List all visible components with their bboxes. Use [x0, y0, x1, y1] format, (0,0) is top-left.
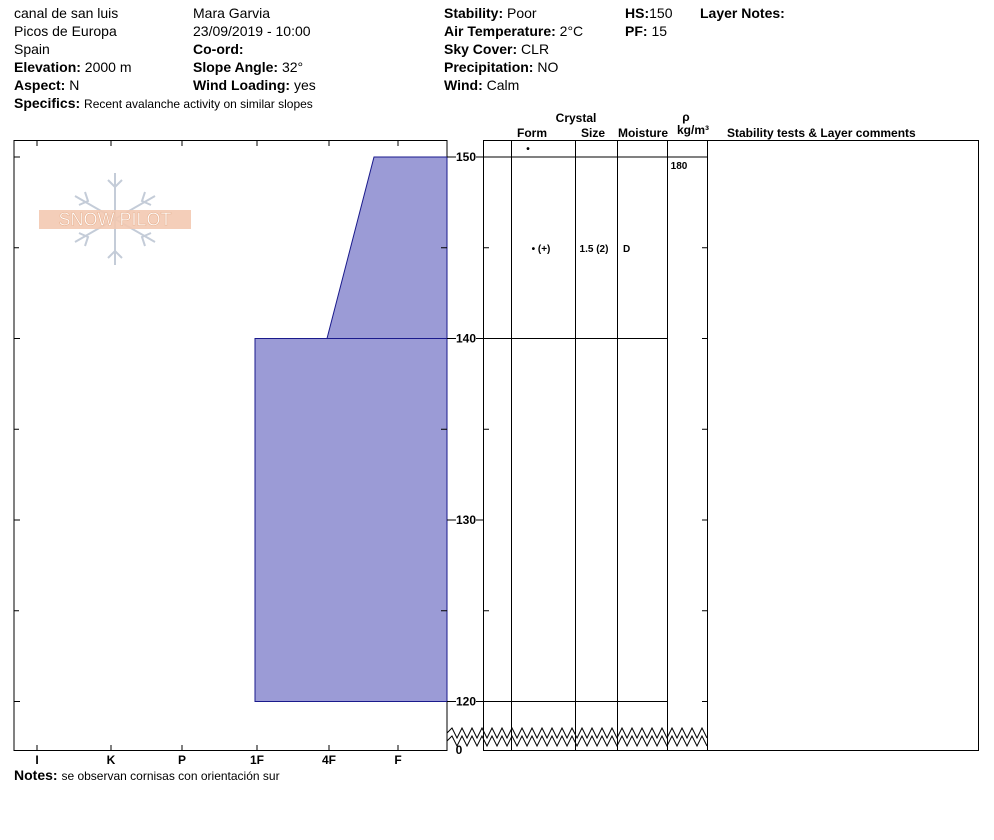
specifics-field: Specifics: Recent avalanche activity on …	[14, 94, 313, 113]
observation-datetime: 23/09/2019 - 10:00	[193, 23, 311, 39]
hardness-layer-1	[326, 156, 448, 339]
observer-name: Mara Garvia	[193, 5, 271, 21]
aspect-label: Aspect:	[14, 77, 66, 93]
hardness-axis: I K P 1F 4F F	[35, 140, 402, 767]
height-label-140: 140	[456, 332, 476, 346]
layer-table-frame	[483, 140, 979, 751]
pf-label: PF:	[625, 23, 648, 39]
notes-label: Notes:	[14, 767, 58, 783]
moisture-header: Moisture	[618, 126, 668, 140]
pf-field: PF: 15	[625, 22, 667, 40]
slope-angle-field: Slope Angle: 32°	[193, 58, 303, 76]
specifics-value: Recent avalanche activity on similar slo…	[84, 97, 313, 111]
hardness-profile	[254, 156, 448, 702]
precipitation-label: Precipitation:	[444, 59, 534, 75]
specifics-label: Specifics:	[14, 95, 81, 111]
elevation-value: 2000 m	[84, 59, 132, 75]
layer-size-1: 1.5 (2)	[580, 244, 609, 255]
hardness-label-4f: 4F	[322, 753, 336, 767]
layer-rows: • • (+) 1.5 (2) D 180	[483, 144, 707, 702]
location-name: canal de san luis	[14, 5, 119, 21]
stability-label: Stability:	[444, 5, 504, 21]
height-label-150: 150	[456, 150, 476, 164]
layer-form-1: • (+)	[532, 244, 551, 255]
hardness-label-p: P	[178, 753, 186, 767]
precipitation-value: NO	[537, 59, 559, 75]
hardness-layer-2	[254, 338, 448, 702]
form-header: Form	[517, 126, 547, 140]
layer-moisture-1: D	[623, 244, 630, 255]
axis-break-zigzag-upper	[446, 726, 708, 740]
notes-field: Notes: se observan cornisas con orientac…	[14, 766, 280, 785]
height-axis: 150 140 130 120 0	[14, 150, 707, 757]
wind-field: Wind: Calm	[444, 76, 519, 94]
region-name: Picos de Europa	[14, 23, 117, 39]
size-header: Size	[581, 126, 605, 140]
wind-loading-value: yes	[293, 77, 316, 93]
axis-break-zigzag-lower	[446, 734, 708, 748]
coord-label: Co-ord:	[193, 41, 244, 57]
elevation-label: Elevation:	[14, 59, 81, 75]
slope-angle-value: 32°	[281, 59, 304, 75]
wind-label: Wind:	[444, 77, 483, 93]
wind-loading-label: Wind Loading:	[193, 77, 291, 93]
hardness-label-f: F	[394, 753, 401, 767]
rho-header: ρ	[682, 110, 689, 124]
hardness-label-1f: 1F	[250, 753, 264, 767]
hs-label: HS:	[625, 5, 650, 21]
coord-field: Co-ord:	[193, 40, 244, 58]
hardness-label-i: I	[35, 753, 38, 767]
pf-value: 15	[651, 23, 668, 39]
slope-angle-label: Slope Angle:	[193, 59, 279, 75]
layer-notes-label: Layer Notes:	[700, 5, 785, 21]
layer-density-1: 180	[671, 161, 688, 172]
wind-loading-field: Wind Loading: yes	[193, 76, 316, 94]
wind-value: Calm	[486, 77, 520, 93]
comments-header: Stability tests & Layer comments	[727, 126, 916, 140]
surface-form-symbol: •	[526, 144, 530, 155]
logo-text: SNOW PILOT	[58, 210, 171, 230]
axis-break	[446, 726, 708, 748]
density-unit-header: kg/m³	[677, 123, 709, 137]
stability-field: Stability: Poor	[444, 4, 537, 22]
hs-field: HS:150	[625, 4, 672, 22]
country-name: Spain	[14, 41, 50, 57]
sky-cover-label: Sky Cover:	[444, 41, 518, 57]
hs-value: 150	[649, 5, 673, 21]
height-label-0: 0	[456, 743, 463, 757]
snow-pilot-logo: SNOW PILOT	[39, 173, 191, 265]
air-temperature-field: Air Temperature: 2°C	[444, 22, 583, 40]
hardness-label-k: K	[107, 753, 116, 767]
stability-value: Poor	[507, 5, 537, 21]
sky-cover-value: CLR	[521, 41, 550, 57]
air-temperature-label: Air Temperature:	[444, 23, 556, 39]
notes-value: se observan cornisas con orientación sur	[61, 769, 280, 783]
crystal-header: Crystal	[556, 111, 597, 125]
sky-cover-field: Sky Cover: CLR	[444, 40, 549, 58]
height-label-130: 130	[456, 513, 476, 527]
air-temperature-value: 2°C	[559, 23, 584, 39]
precipitation-field: Precipitation: NO	[444, 58, 558, 76]
aspect-value: N	[69, 77, 80, 93]
aspect-field: Aspect: N	[14, 76, 79, 94]
elevation-field: Elevation: 2000 m	[14, 58, 132, 76]
layer-notes-field: Layer Notes:	[700, 4, 785, 22]
height-label-120: 120	[456, 695, 476, 709]
